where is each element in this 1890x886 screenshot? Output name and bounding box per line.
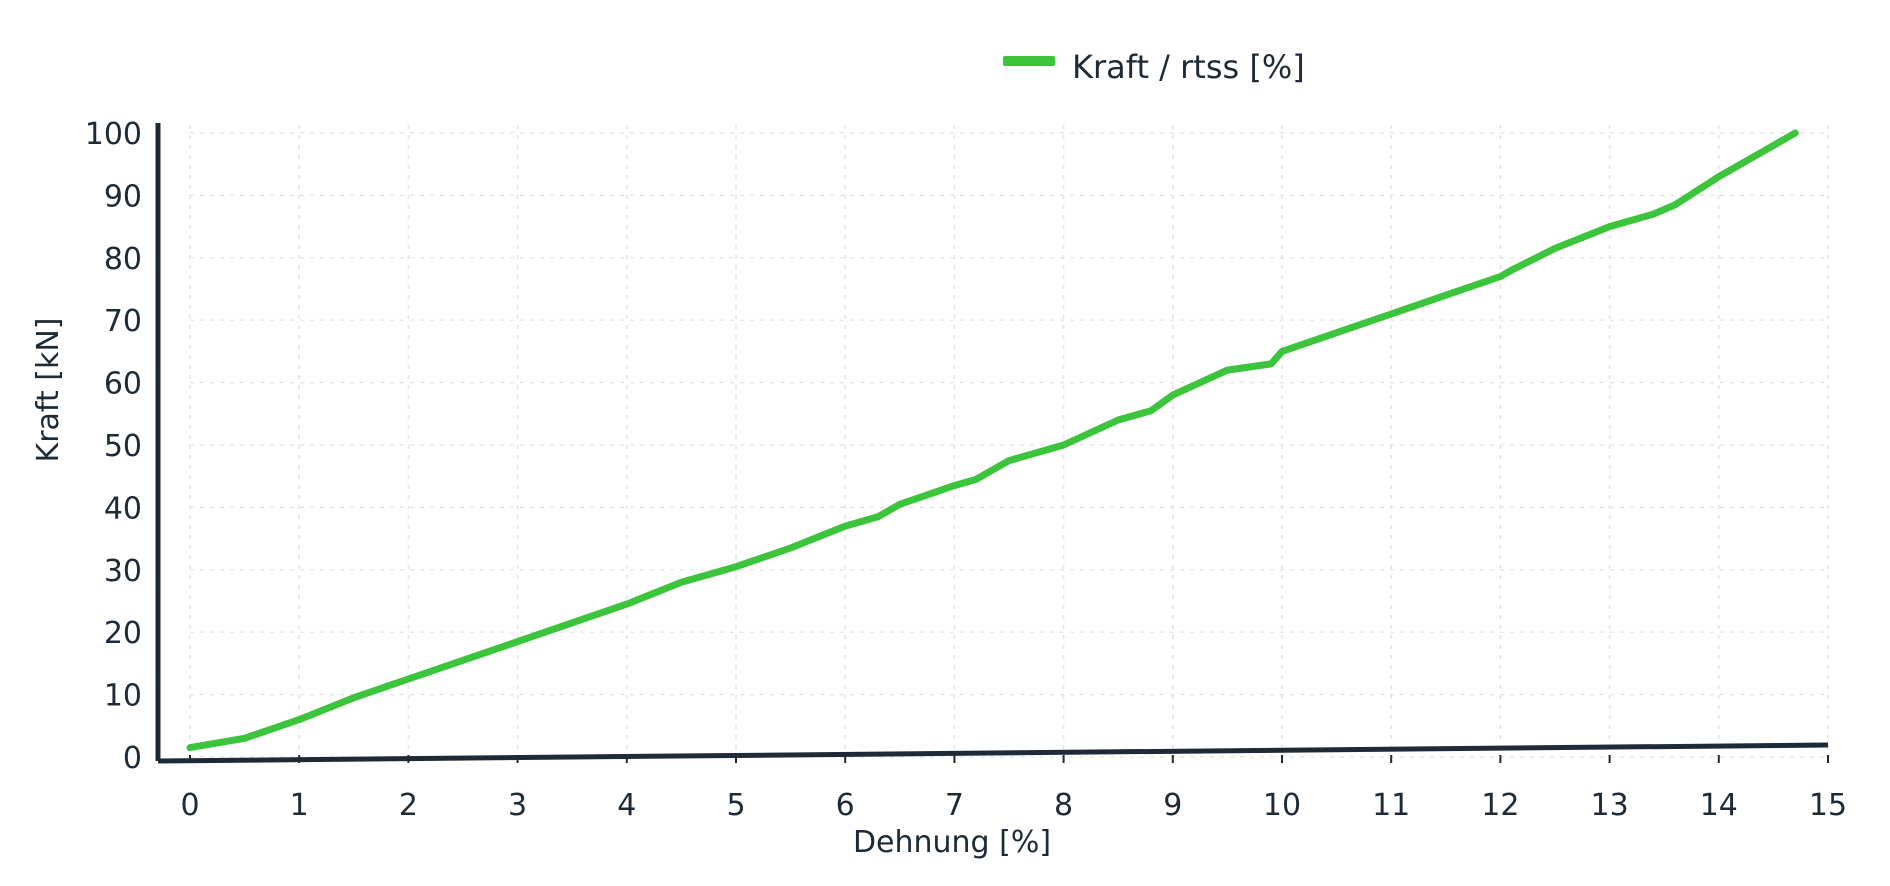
series-point xyxy=(515,639,521,645)
series-point xyxy=(1388,311,1394,317)
x-tick-label: 13 xyxy=(1591,788,1629,823)
x-tick-label: 8 xyxy=(1054,788,1073,823)
x-tick-label: 3 xyxy=(508,788,527,823)
legend-swatch xyxy=(1003,56,1055,66)
x-tick-label: 14 xyxy=(1700,788,1738,823)
x-tick-label: 15 xyxy=(1809,788,1847,823)
series-line xyxy=(186,129,1799,752)
x-tick-label: 11 xyxy=(1372,788,1410,823)
series-point xyxy=(1792,130,1798,136)
y-tick-label: 0 xyxy=(123,741,142,776)
series-point xyxy=(405,676,411,682)
series-point xyxy=(897,501,903,507)
series-point xyxy=(1224,367,1230,373)
series-point xyxy=(1170,392,1176,398)
y-tick-label: 100 xyxy=(85,117,142,152)
series-point xyxy=(1061,442,1067,448)
y-tick-label: 60 xyxy=(104,367,142,402)
x-tick-label: 10 xyxy=(1263,788,1301,823)
series-point xyxy=(1279,348,1285,354)
x-tick-label: 9 xyxy=(1163,788,1182,823)
series-point xyxy=(351,695,357,701)
series-point xyxy=(460,657,466,663)
series-point xyxy=(624,601,630,607)
series-point xyxy=(296,717,302,723)
legend: Kraft / rtss [%] xyxy=(1003,48,1305,86)
series-point xyxy=(242,735,248,741)
y-tick-label: 20 xyxy=(104,616,142,651)
series-point xyxy=(875,514,881,520)
series-point xyxy=(187,745,193,751)
series-point xyxy=(973,476,979,482)
series-point xyxy=(1650,211,1656,217)
y-tick-label: 30 xyxy=(104,554,142,589)
y-axis-title: Kraft [kN] xyxy=(31,318,66,463)
y-tick-label: 80 xyxy=(104,242,142,277)
x-tick-label: 0 xyxy=(180,788,199,823)
y-tick-label: 50 xyxy=(104,429,142,464)
series-point xyxy=(951,483,957,489)
series-point xyxy=(1770,142,1776,148)
series-point xyxy=(1334,330,1340,336)
y-tick-label: 90 xyxy=(104,179,142,214)
series-point xyxy=(1006,458,1012,464)
series-point xyxy=(788,545,794,551)
series-point xyxy=(733,564,739,570)
x-tick-label: 1 xyxy=(290,788,309,823)
x-tick-label: 12 xyxy=(1481,788,1519,823)
series-point xyxy=(1607,224,1613,230)
series-point xyxy=(678,579,684,585)
series-point xyxy=(1672,202,1678,208)
x-axis-line xyxy=(157,742,1829,764)
series-point xyxy=(842,523,848,529)
legend-label: Kraft / rtss [%] xyxy=(1072,48,1305,86)
series-point xyxy=(569,620,575,626)
y-tick-label: 40 xyxy=(104,491,142,526)
x-axis-title: Dehnung [%] xyxy=(853,825,1051,860)
series-point xyxy=(1497,274,1503,280)
series-point xyxy=(1148,408,1154,414)
series-point xyxy=(1716,174,1722,180)
series-point xyxy=(1508,267,1514,273)
axes xyxy=(155,123,1829,764)
series-point xyxy=(1552,245,1558,251)
series-point xyxy=(1443,292,1449,298)
series-point xyxy=(1115,417,1121,423)
x-tick-label: 6 xyxy=(836,788,855,823)
x-tick-label: 7 xyxy=(945,788,964,823)
tick-labels: 0 1 2 3 4 5 6 7 8 9 10 11 12 13 14 15010203040506070809… xyxy=(85,117,1847,823)
series-layer xyxy=(186,129,1799,752)
x-tick-label: 4 xyxy=(617,788,636,823)
x-tick-label: 5 xyxy=(726,788,745,823)
x-tick-label: 2 xyxy=(399,788,418,823)
y-tick-label: 10 xyxy=(104,679,142,714)
series-point xyxy=(1268,361,1274,367)
grid-lines xyxy=(189,125,1829,758)
y-tick-label: 70 xyxy=(104,304,142,339)
